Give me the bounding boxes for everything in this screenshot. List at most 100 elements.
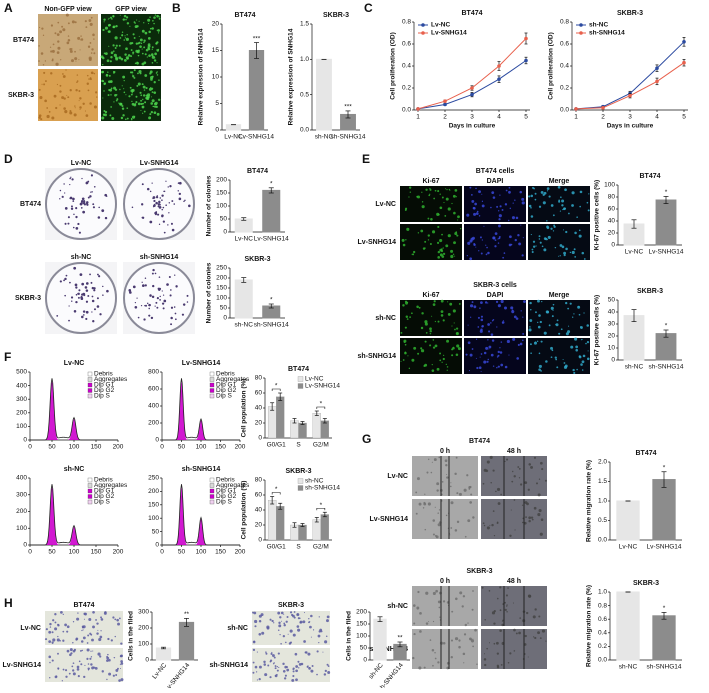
- image-dot: [288, 642, 292, 645]
- bar: [655, 199, 677, 246]
- significance: *: [320, 401, 323, 408]
- image-dot: [533, 506, 537, 510]
- y-tick-label: 1.5: [598, 478, 607, 485]
- image-dot: [569, 251, 572, 254]
- image-dot: [528, 463, 532, 466]
- image-dot: [93, 308, 97, 311]
- marker: [655, 79, 659, 84]
- image-dot: [150, 316, 154, 320]
- image-dot: [50, 24, 54, 27]
- image-dot: [133, 37, 136, 39]
- image-dot: [521, 521, 524, 524]
- image-dot: [556, 319, 559, 322]
- y-tick-label: 600: [148, 386, 159, 393]
- image-dot: [149, 220, 153, 224]
- image-dot: [87, 180, 90, 183]
- image-dot: [112, 15, 115, 18]
- x-tick-label: 100: [196, 549, 207, 556]
- image-dot: [121, 31, 124, 33]
- image-dot: [527, 594, 531, 598]
- image-dot: [438, 606, 441, 609]
- image-dot: [490, 322, 492, 324]
- bar: [652, 615, 676, 661]
- image-dot: [496, 652, 499, 655]
- image-dot: [276, 669, 279, 672]
- peak-fill: [30, 486, 118, 545]
- image-dot: [312, 629, 315, 631]
- image-dot: [555, 358, 558, 361]
- error-bar: [300, 421, 305, 425]
- image-dot: [151, 182, 153, 184]
- image-dot: [121, 104, 124, 108]
- image-dot: [72, 621, 75, 623]
- image-dot: [471, 608, 474, 611]
- image-dot: [142, 98, 144, 101]
- image-dot: [151, 46, 154, 49]
- y-tick-label: 300: [138, 609, 149, 616]
- x-tick-label: sh-SNHG14: [330, 134, 365, 141]
- image-dot: [46, 114, 50, 119]
- x-tick-label: sh-NC: [619, 664, 638, 671]
- panel-letter: B: [172, 1, 181, 15]
- image-dot: [120, 57, 124, 61]
- image-dot: [80, 295, 83, 298]
- image-dot: [177, 190, 179, 192]
- image-dot: [135, 95, 138, 98]
- image-dot: [59, 90, 62, 93]
- bar: [298, 422, 307, 439]
- image-dot: [557, 185, 561, 189]
- image-dot: [510, 509, 512, 511]
- image-dot: [80, 202, 83, 205]
- image-dot: [77, 675, 80, 678]
- image-dot: [123, 39, 126, 41]
- y-tick-label: 1.0: [300, 56, 309, 63]
- image-dot: [489, 455, 493, 459]
- image-dot: [153, 59, 157, 62]
- y-tick-label: 50: [220, 305, 228, 312]
- image-dot: [83, 294, 86, 297]
- series-line: [417, 60, 527, 110]
- image-dot: [457, 347, 461, 351]
- x-tick-label: Lv-NC: [619, 544, 638, 551]
- image: [528, 300, 590, 336]
- image-dot: [54, 675, 58, 679]
- image-dot: [289, 629, 293, 633]
- image-dot: [530, 206, 532, 209]
- image-dot: [119, 14, 121, 16]
- y-tick-label: 5: [215, 100, 219, 107]
- image-dot: [488, 345, 492, 349]
- image-dot: [121, 34, 123, 36]
- y-tick-label: 0: [23, 542, 27, 549]
- image-dot: [91, 638, 94, 642]
- row-label: Lv-SNHG14: [369, 516, 408, 523]
- image-dot: [490, 333, 494, 336]
- bar: [373, 618, 387, 661]
- y-tick-label: 0.8: [598, 602, 607, 609]
- image-dot: [483, 360, 487, 364]
- image-dot: [106, 678, 108, 681]
- image-dot: [463, 662, 465, 664]
- bar: [312, 413, 321, 439]
- image-dot: [93, 105, 97, 109]
- x-tick-label: 150: [91, 549, 102, 556]
- image-dot: [267, 664, 270, 667]
- x-tick-label: sh-SNHG14: [648, 364, 683, 371]
- chart-title: SKBR-3: [285, 468, 311, 475]
- image-dot: [81, 649, 83, 652]
- image-dot: [528, 195, 531, 198]
- image-dot: [92, 33, 95, 37]
- image-dot: [81, 629, 83, 632]
- image-dot: [537, 325, 541, 329]
- image-dot: [432, 519, 436, 522]
- image-dot: [116, 98, 119, 101]
- image-dot: [530, 309, 532, 311]
- block-title: BT474 cells: [476, 168, 515, 175]
- image-dot: [520, 310, 522, 312]
- error-bar: [254, 42, 259, 59]
- image-dot: [106, 655, 109, 658]
- image-dot: [43, 71, 46, 74]
- image-dot: [48, 630, 52, 634]
- image-dot: [295, 678, 298, 682]
- image-dot: [517, 466, 520, 468]
- significance-bracket: [316, 406, 326, 409]
